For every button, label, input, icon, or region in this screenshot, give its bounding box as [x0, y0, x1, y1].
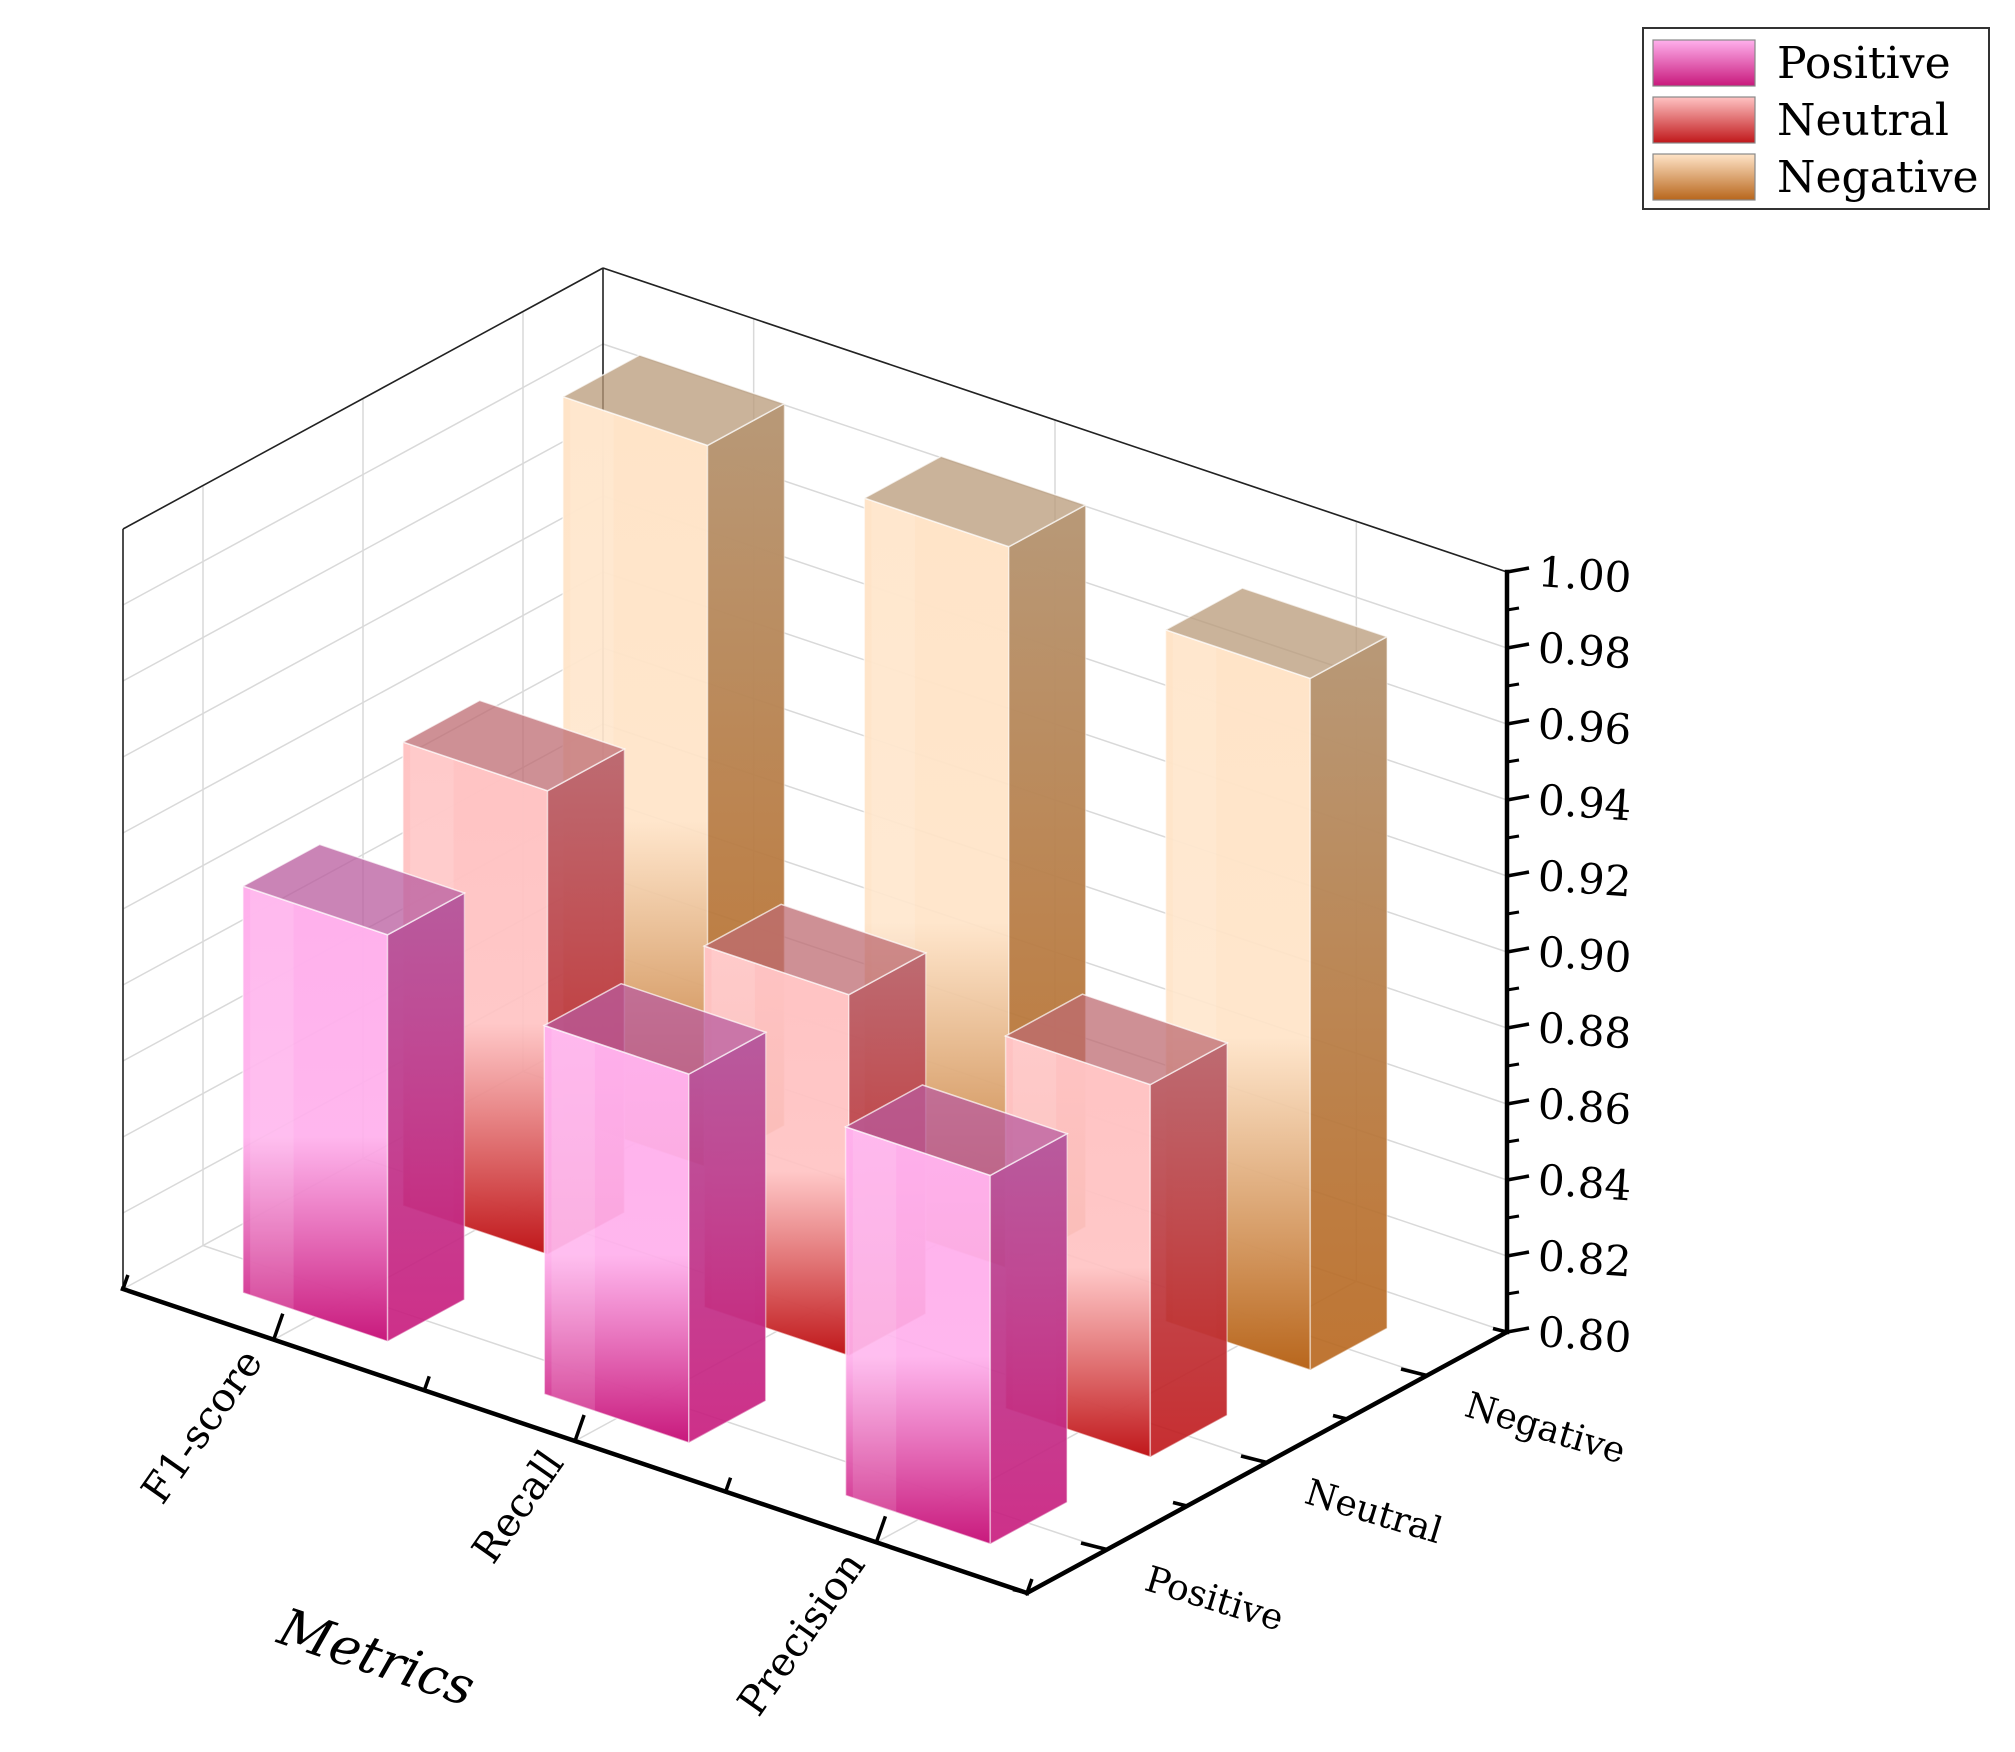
- value-tick-label: 0.82: [1536, 1231, 1633, 1286]
- bar-top-face: [241, 843, 467, 936]
- legend-label-positive: Positive: [1777, 38, 1951, 89]
- metric-tick: [573, 1414, 586, 1442]
- value-tick-label: 0.84: [1536, 1155, 1633, 1210]
- value-tick-label: 0.94: [1536, 775, 1633, 830]
- bars-layer: [241, 354, 1389, 1546]
- value-minor-tick: [1506, 834, 1520, 840]
- value-minor-tick: [1506, 1138, 1520, 1144]
- category-tick-label: F1-score: [133, 1341, 272, 1512]
- bar-top-face: [1163, 587, 1389, 680]
- class-tick: [1012, 1587, 1028, 1595]
- bar-top-face: [702, 903, 928, 996]
- bar-positive-recall: [542, 982, 768, 1444]
- bar-highlight: [551, 1027, 595, 1412]
- value-tick-label: 0.98: [1536, 623, 1633, 678]
- metric-tick: [422, 1375, 431, 1391]
- value-tick: [1506, 1174, 1530, 1182]
- class-tick: [1172, 1500, 1188, 1508]
- bar-side-face: [1309, 635, 1388, 1372]
- bar-top-face: [862, 455, 1088, 548]
- value-tick: [1506, 718, 1530, 726]
- legend-label-negative: Negative: [1777, 152, 1979, 203]
- bar-top-face: [542, 982, 768, 1075]
- value-minor-tick: [1506, 910, 1520, 916]
- bar-top-face: [843, 1084, 1069, 1177]
- category-tick-label: Precision: [729, 1544, 875, 1724]
- frame-edge: [122, 267, 604, 530]
- class-tick-label: Neutral: [1300, 1472, 1446, 1552]
- value-minor-tick: [1506, 1214, 1520, 1220]
- metric-tick: [1025, 1578, 1034, 1594]
- value-tick: [1506, 566, 1530, 574]
- value-tick-label: 0.86: [1536, 1079, 1633, 1134]
- class-tick: [1240, 1454, 1268, 1465]
- value-tick: [1506, 1098, 1530, 1106]
- value-tick: [1506, 1022, 1530, 1030]
- bar-side-face: [386, 891, 466, 1343]
- value-minor-tick: [1506, 758, 1520, 764]
- legend-swatch-positive: [1652, 39, 1756, 87]
- bar-top-face: [401, 699, 627, 792]
- legend-swatch-neutral: [1652, 96, 1756, 144]
- value-tick-label: 1.00: [1536, 547, 1633, 602]
- class-tick-label: Positive: [1140, 1559, 1288, 1640]
- value-minor-tick: [1506, 1062, 1520, 1068]
- legend-swatch-negative: [1652, 153, 1756, 201]
- bar-top-face: [561, 354, 787, 447]
- bar-side-face: [989, 1132, 1068, 1546]
- class-tick: [1492, 1326, 1508, 1334]
- class-tick: [1332, 1413, 1348, 1421]
- value-tick: [1506, 1250, 1530, 1258]
- value-tick: [1506, 642, 1530, 650]
- bar-positive-precision: [843, 1084, 1069, 1546]
- frame-edge: [602, 267, 1508, 573]
- value-tick-label: 0.92: [1536, 851, 1633, 906]
- value-tick: [1506, 794, 1530, 802]
- bar-highlight: [250, 888, 294, 1310]
- category-tick-label: Recall: [463, 1442, 573, 1571]
- value-tick: [1506, 946, 1530, 954]
- value-minor-tick: [1506, 606, 1520, 612]
- metric-tick: [724, 1477, 733, 1493]
- class-tick-label: Negative: [1460, 1385, 1630, 1472]
- legend: Positive Neutral Negative: [1642, 27, 1990, 210]
- value-tick-label: 0.80: [1536, 1307, 1633, 1362]
- value-minor-tick: [1506, 1290, 1520, 1296]
- bar-side-face: [688, 1031, 767, 1444]
- class-tick: [1400, 1367, 1428, 1378]
- value-tick-label: 0.90: [1536, 927, 1633, 982]
- value-minor-tick: [1506, 986, 1520, 992]
- value-minor-tick: [1506, 682, 1520, 688]
- value-tick-label: 0.96: [1536, 699, 1633, 754]
- bar-top-face: [1003, 993, 1229, 1086]
- value-tick: [1506, 1326, 1530, 1334]
- bar-highlight: [852, 1129, 897, 1513]
- value-tick: [1506, 870, 1530, 878]
- bar-positive-f1-score: [241, 843, 467, 1343]
- bar-side-face: [1149, 1041, 1228, 1459]
- value-tick-label: 0.88: [1536, 1003, 1633, 1058]
- legend-label-neutral: Neutral: [1777, 95, 1949, 146]
- metric-axis-title: Metrics: [270, 1597, 482, 1719]
- metric-tick: [272, 1313, 285, 1341]
- class-tick: [1080, 1541, 1108, 1552]
- metric-tick: [121, 1274, 130, 1290]
- metric-tick: [874, 1515, 888, 1543]
